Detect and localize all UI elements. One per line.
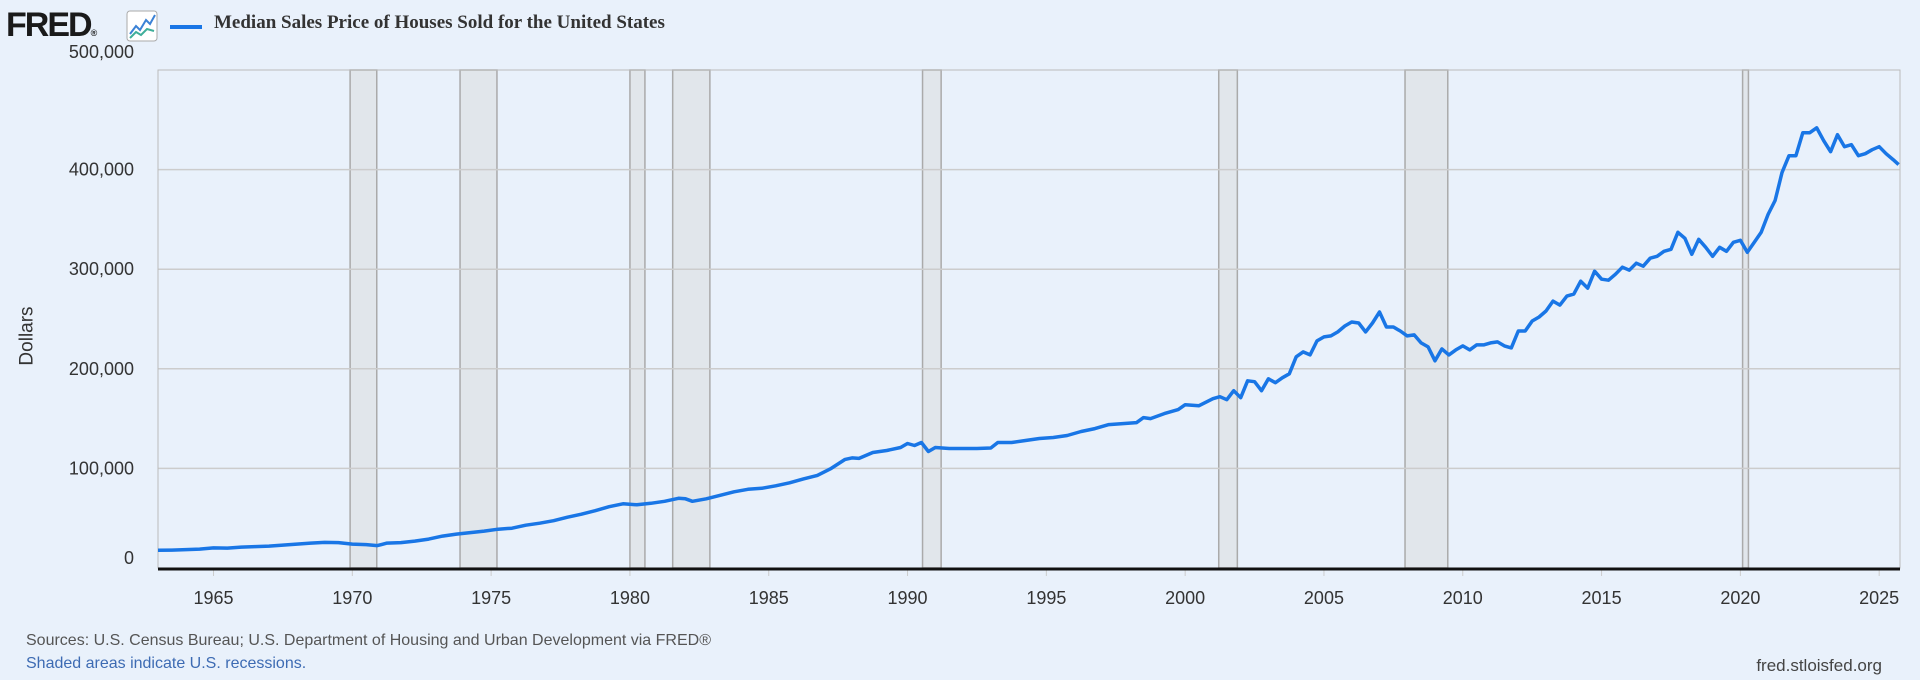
x-tick-label: 2025 [1859, 588, 1899, 608]
x-tick-label: 1985 [749, 588, 789, 608]
x-tick-label: 2015 [1582, 588, 1622, 608]
recession-band [1217, 69, 1239, 569]
recession-band [459, 69, 498, 569]
recession-band [629, 69, 646, 569]
sources-note: Sources: U.S. Census Bureau; U.S. Depart… [26, 632, 711, 649]
x-tick-label: 1990 [888, 588, 928, 608]
x-tick-label: 1980 [610, 588, 650, 608]
recession-band [921, 69, 942, 569]
x-tick-label: 1995 [1026, 588, 1066, 608]
y-tick-label: 0 [124, 548, 134, 568]
recession-note[interactable]: Shaded areas indicate U.S. recessions. [26, 655, 307, 672]
recession-band [671, 69, 711, 569]
y-tick-label: 400,000 [69, 160, 134, 180]
x-tick-label: 2010 [1443, 588, 1483, 608]
y-tick-label: 500,000 [69, 42, 134, 62]
recession-band [349, 69, 378, 569]
y-tick-label: 300,000 [69, 259, 134, 279]
fred-logo[interactable]: FRED® [6, 6, 97, 45]
series-title[interactable]: Median Sales Price of Houses Sold for th… [214, 12, 665, 33]
x-tick-label: 1970 [332, 588, 372, 608]
site-link[interactable]: fred.stloisfed.org [1756, 656, 1882, 675]
recession-band [1404, 69, 1449, 569]
plot-frame [157, 69, 1901, 569]
x-tick-label: 1975 [471, 588, 511, 608]
graph-icon [126, 10, 158, 42]
fred-logo-text: FRED [6, 6, 93, 44]
x-tick-label: 2020 [1720, 588, 1760, 608]
x-tick-label: 2005 [1304, 588, 1344, 608]
series-line [157, 126, 1900, 553]
y-tick-label: 100,000 [69, 458, 134, 478]
y-tick-label: 200,000 [69, 359, 134, 379]
legend-swatch [170, 25, 202, 29]
registered-mark: ® [90, 28, 98, 38]
x-tick-label: 1965 [193, 588, 233, 608]
recession-band [1741, 69, 1750, 569]
x-tick-label: 2000 [1165, 588, 1205, 608]
